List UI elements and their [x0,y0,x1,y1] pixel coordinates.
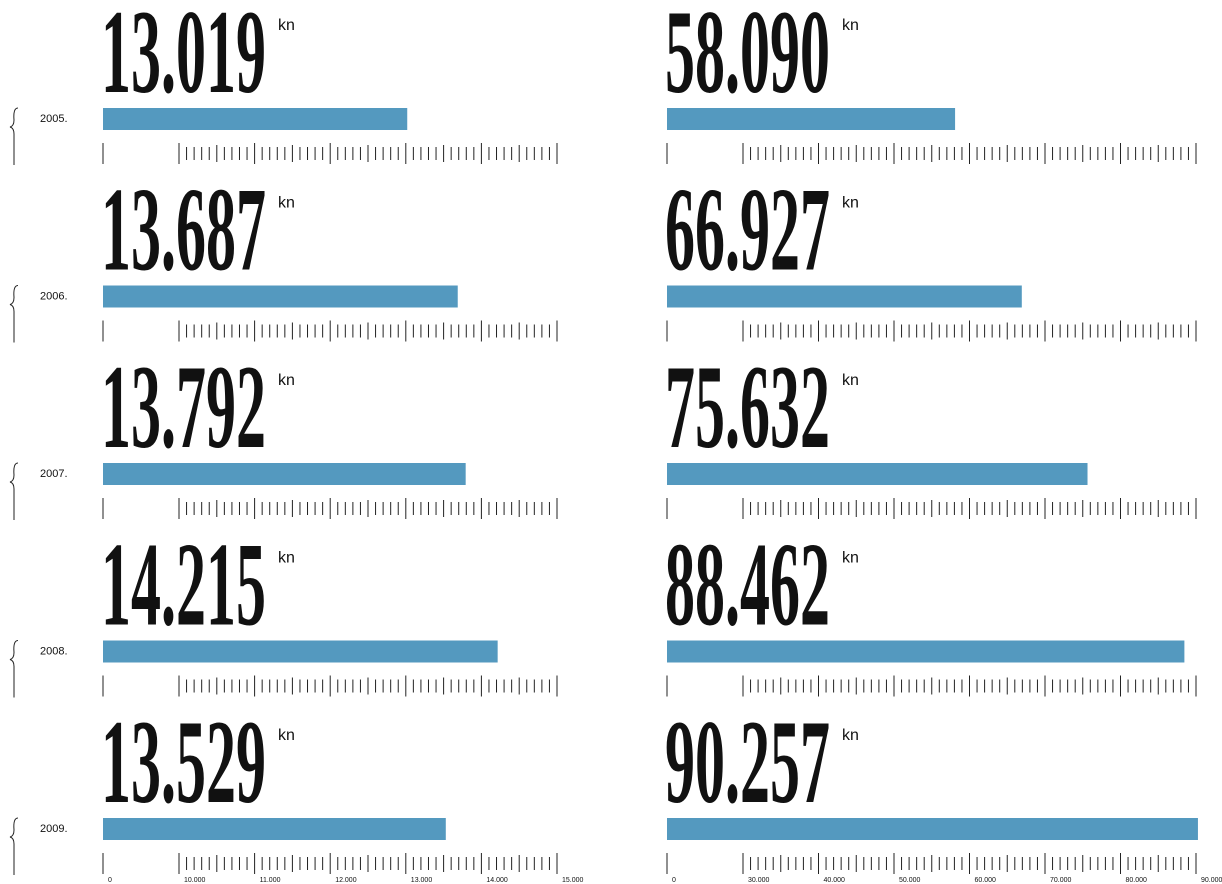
bar [667,463,1088,485]
value-label: 14.215 [101,517,266,651]
bar [667,640,1185,663]
value-label: 88.462 [665,517,830,651]
year-label: 2006. [40,290,68,302]
value-label: 58.090 [665,0,830,119]
value-label: 66.927 [665,162,830,296]
unit-label: kn [278,195,295,212]
unit-label: kn [278,550,295,567]
unit-label: kn [842,372,859,389]
x-tick-label: 11.000 [260,877,281,884]
bar [667,108,956,130]
bar [103,285,458,308]
unit-label: kn [842,195,859,212]
unit-label: kn [842,727,859,744]
x-tick-label: 13.000 [411,877,433,884]
x-tick-label: 12.000 [335,877,357,884]
x-tick-label: 14.000 [486,877,508,884]
bar [103,463,466,485]
unit-label: kn [278,17,295,34]
year-label: 2008. [40,645,68,657]
year-label: 2009. [40,823,68,835]
value-label: 90.257 [665,694,830,828]
value-label: 13.019 [101,0,266,119]
x-tick-label: 50.000 [899,877,921,884]
x-tick-label: 70.000 [1050,877,1072,884]
unit-label: kn [842,550,859,567]
x-tick-label: 0 [672,877,676,884]
brace [9,462,19,520]
x-tick-label: 80.000 [1126,877,1148,884]
unit-label: kn [278,372,295,389]
bar [103,818,446,840]
x-tick-label: 90.000 [1201,877,1222,884]
x-tick-label: 30.000 [748,877,770,884]
unit-label: kn [842,17,859,34]
value-label: 13.792 [101,339,266,473]
x-tick-label: 10.000 [184,877,206,884]
bar [103,640,498,663]
brace [9,817,19,875]
bar [667,285,1022,308]
bar [103,108,408,130]
value-label: 13.687 [101,162,266,296]
value-label: 13.529 [101,694,266,828]
x-tick-label: 40.000 [824,877,846,884]
unit-label: kn [278,727,295,744]
year-label: 2005. [40,113,68,125]
x-tick-label: 0 [108,877,112,884]
x-tick-label: 60.000 [975,877,997,884]
value-label: 75.632 [665,339,830,473]
x-tick-label: 15.000 [562,877,584,884]
bar [667,818,1198,840]
year-label: 2007. [40,468,68,480]
brace [9,107,19,165]
brace [9,640,19,698]
brace [9,285,19,343]
